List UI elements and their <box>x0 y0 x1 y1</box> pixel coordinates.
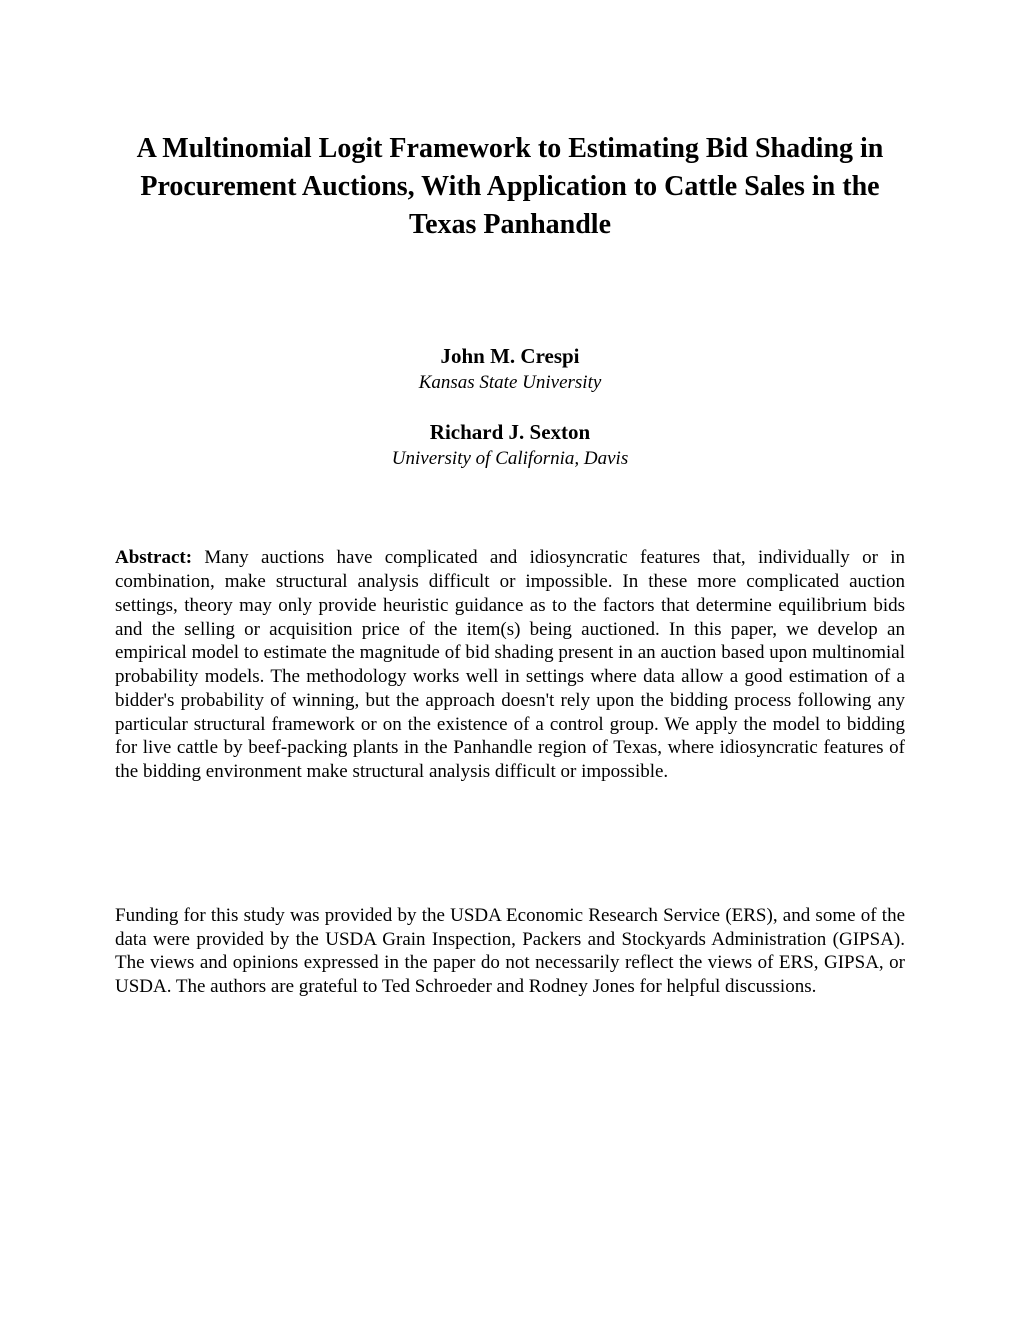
abstract-text: Many auctions have complicated and idios… <box>115 547 905 782</box>
author-name-1: John M. Crespi <box>115 343 905 370</box>
paper-title: A Multinomial Logit Framework to Estimat… <box>115 130 905 243</box>
author-affiliation-2: University of California, Davis <box>115 447 905 472</box>
author-name-2: Richard J. Sexton <box>115 419 905 446</box>
abstract-label: Abstract: <box>115 547 192 568</box>
author-affiliation-1: Kansas State University <box>115 371 905 396</box>
abstract-section: Abstract: Many auctions have complicated… <box>115 546 905 784</box>
authors-block: John M. Crespi Kansas State University R… <box>115 343 905 471</box>
acknowledgment-text: Funding for this study was provided by t… <box>115 904 905 999</box>
